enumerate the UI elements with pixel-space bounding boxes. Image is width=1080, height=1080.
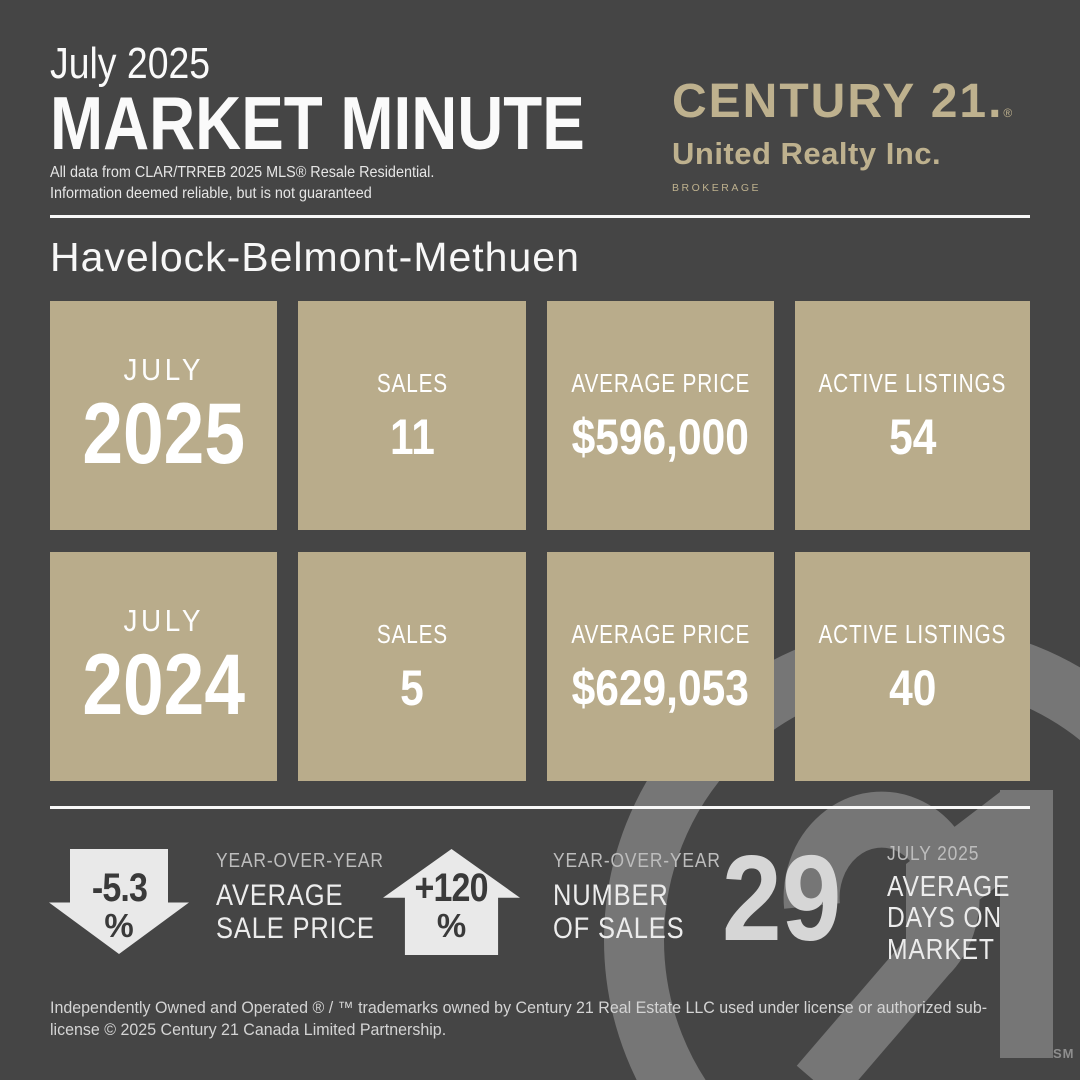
region-title: Havelock-Belmont-Methuen [50,234,580,280]
yoy-eyebrow: YEAR-OVER-YEAR [216,849,384,872]
yoy-sales-label: YEAR-OVER-YEAR NUMBER OF SALES [553,849,750,946]
stat-box-period-2025: JULY 2025 [50,301,278,530]
yoy-eyebrow: YEAR-OVER-YEAR [553,849,721,872]
stat-box-average-price-2024: AVERAGE PRICE $629,053 [546,552,775,781]
stat-box-active-listings-2024: ACTIVE LISTINGS 40 [795,552,1030,781]
stat-label: AVERAGE PRICE [571,618,751,649]
stat-value: 11 [389,408,435,465]
yoy-label-line: AVERAGE [216,878,344,912]
century21-wordmark: CENTURY 21.® [672,78,1012,126]
stats-grid: JULY 2025 SALES 11 AVERAGE PRICE $596,00… [50,301,1030,781]
seal-numeral-1 [906,790,1053,1058]
century21-logo: CENTURY 21.® United Realty Inc. BROKERAG… [672,78,1012,195]
stat-box-period-2024: JULY 2024 [50,552,278,781]
days-on-market-label: JULY 2025 AVERAGE DAYS ON MARKET [887,842,1032,967]
disclaimer-line-1: All data from CLAR/TRREB 2025 MLS® Resal… [50,164,435,181]
period-month: JULY [123,352,205,387]
dom-label-line: DAYS ON [887,902,1003,935]
yoy-sales-value: +120 [414,866,489,910]
stat-value: 40 [889,659,937,716]
legal-line-1: Independently Owned and Operated ® / ™ t… [50,999,988,1017]
stat-value: $596,000 [572,408,750,465]
disclaimer-line-2: Information deemed reliable, but is not … [50,185,372,203]
stat-label: SALES [376,618,448,649]
yoy-label-line: SALE PRICE [216,912,375,946]
stat-value: 54 [889,408,937,465]
stat-label: SALES [376,367,448,398]
stat-value: $629,053 [572,659,750,716]
percent-sign: % [104,907,134,944]
percent-sign: % [436,907,467,944]
legal-line-2: license © 2025 Century 21 Canada Limited… [50,1021,447,1040]
data-source-disclaimer: All data from CLAR/TRREB 2025 MLS® Resal… [50,162,434,204]
stat-box-average-price-2025: AVERAGE PRICE $596,000 [546,301,775,530]
yoy-sale-price-label: YEAR-OVER-YEAR AVERAGE SALE PRICE [216,849,413,946]
dom-label-line: AVERAGE [887,870,1011,903]
brokerage-descriptor: BROKERAGE [672,182,762,194]
yoy-label-line: NUMBER [553,878,669,912]
stat-label: AVERAGE PRICE [571,367,751,398]
stat-box-sales-2025: SALES 11 [298,301,526,530]
days-on-market-value: 29 [722,830,842,966]
header-divider [50,215,1030,218]
brand-text: CENTURY 21. [672,75,1004,128]
report-month-subtitle: July 2025 [50,39,211,88]
period-year: 2025 [82,386,246,482]
yoy-sale-price-value: -5.3 [91,866,147,910]
stat-value: 5 [400,659,425,716]
stat-box-sales-2024: SALES 5 [298,552,526,781]
stat-box-active-listings-2025: ACTIVE LISTINGS 54 [795,301,1030,530]
brokerage-name: United Realty Inc. [672,136,942,171]
period-year: 2024 [82,637,246,733]
dom-eyebrow: JULY 2025 [887,842,980,865]
registered-trademark-symbol: ® [1003,106,1013,120]
page-title: MARKET MINUTE [50,81,585,165]
dom-label-line: MARKET [887,934,995,967]
period-month: JULY [123,603,205,638]
stat-label: ACTIVE LISTINGS [818,618,1007,649]
footer-divider [50,806,1030,809]
stat-label: ACTIVE LISTINGS [818,367,1007,398]
legal-footer: Independently Owned and Operated ® / ™ t… [50,997,987,1041]
service-mark-label: SM [1053,1046,1075,1061]
yoy-label-line: OF SALES [553,912,685,946]
